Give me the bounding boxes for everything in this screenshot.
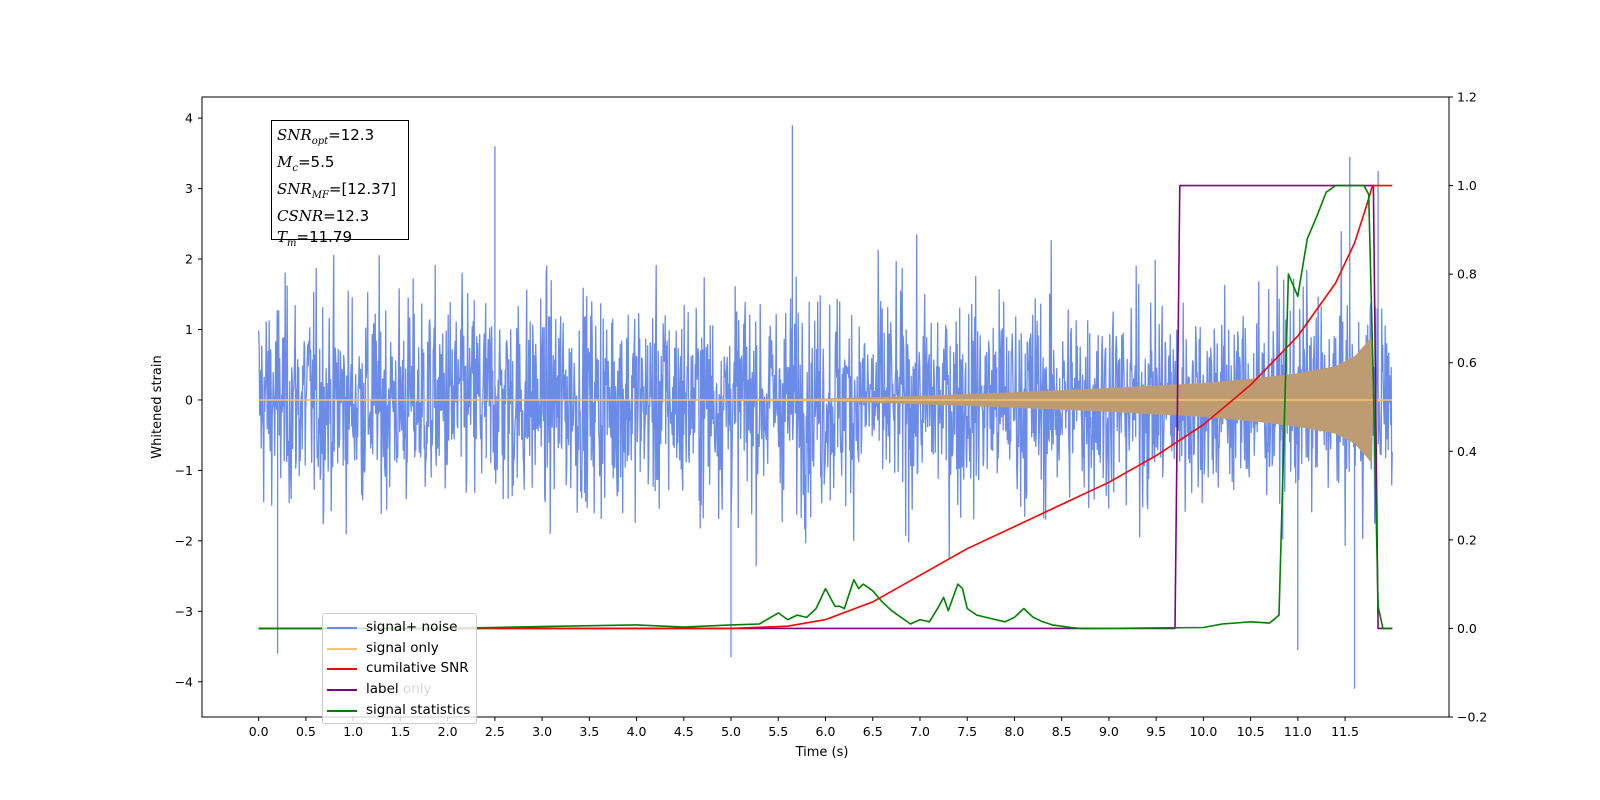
series-label xyxy=(258,184,1393,630)
series-cumulative-snr xyxy=(258,184,1393,630)
x-tick-label: 7.5 xyxy=(957,724,977,739)
x-tick-label: 3.5 xyxy=(579,724,599,739)
y2-tick-label: 0.4 xyxy=(1457,444,1477,459)
y2-tick-label: 1.0 xyxy=(1457,178,1477,193)
x-tick-label: 0.5 xyxy=(296,724,316,739)
y2-tick-label: 0.8 xyxy=(1457,267,1477,282)
x-tick-label: 11.0 xyxy=(1284,724,1312,739)
annotation-mc: Mc=5.5 xyxy=(277,153,335,174)
legend-swatch-signal-only xyxy=(327,647,357,650)
y-axis-label: Whitened strain xyxy=(150,355,165,458)
x-tick-label: 11.5 xyxy=(1331,724,1359,739)
x-tick-label: 9.0 xyxy=(1099,724,1119,739)
legend-label-signal-only: signal only xyxy=(366,639,439,656)
legend-item-signal-noise: signal+ noise xyxy=(323,617,476,638)
legend-item-cumulative-snr: cumilative SNR xyxy=(323,658,476,679)
y-tick-label: −1 xyxy=(175,463,193,478)
plot-area xyxy=(258,125,1393,689)
annotation-snr-opt: SNRopt=12.3 xyxy=(277,126,375,147)
x-axis-label: Time (s) xyxy=(795,745,849,760)
x-tick-label: 10.0 xyxy=(1189,724,1217,739)
x-tick-label: 3.0 xyxy=(532,724,552,739)
x-tick-label: 6.5 xyxy=(863,724,883,739)
y-tick-label: 2 xyxy=(185,252,193,267)
x-tick-label: 1.5 xyxy=(390,724,410,739)
x-axis: 0.0 0.5 1.0 1.5 2.0 2.5 3.0 3.5 4.0 4.5 5.0 5.5 6.0 6… xyxy=(249,717,1359,739)
legend-label-signal-statistics: signal statistics xyxy=(366,701,471,718)
annotation-snr-mf: SNRMF=[12.37] xyxy=(277,180,397,201)
x-tick-label: 5.0 xyxy=(721,724,741,739)
legend-label-label: label only xyxy=(366,681,432,698)
x-tick-label: 4.0 xyxy=(627,724,647,739)
y2-tick-label: −0.2 xyxy=(1457,710,1487,725)
x-tick-label: 1.0 xyxy=(343,724,363,739)
x-tick-label: 2.5 xyxy=(485,724,505,739)
y2-tick-label: 0.2 xyxy=(1457,532,1477,547)
y-tick-label: 3 xyxy=(185,181,193,196)
x-tick-label: 9.5 xyxy=(1146,724,1166,739)
legend-item-signal-statistics: signal statistics xyxy=(323,700,476,721)
legend-swatch-cumulative-snr xyxy=(327,668,357,671)
series-signal-statistics xyxy=(258,184,1393,630)
series-signal-noise xyxy=(258,125,1393,689)
legend-swatch-signal-statistics xyxy=(327,709,357,712)
x-tick-label: 0.0 xyxy=(249,724,269,739)
x-tick-label: 4.5 xyxy=(674,724,694,739)
x-tick-label: 8.5 xyxy=(1052,724,1072,739)
legend-ghost-text: only xyxy=(398,681,432,698)
y-axis-left: 4 3 2 1 0 −1 −2 −3 −4 xyxy=(175,111,202,689)
y-tick-label: −3 xyxy=(175,604,193,619)
x-tick-label: 10.5 xyxy=(1237,724,1265,739)
y-axis-right: 1.2 1.0 0.8 0.6 0.4 0.2 0.0 −0.2 xyxy=(1449,90,1487,725)
x-tick-label: 2.0 xyxy=(438,724,458,739)
y-tick-label: −4 xyxy=(175,674,193,689)
legend-swatch-label xyxy=(327,689,357,692)
legend-item-signal-only: signal only xyxy=(323,638,476,659)
legend-label-cumulative-snr: cumilative SNR xyxy=(366,660,469,677)
x-tick-label: 6.0 xyxy=(816,724,836,739)
annotation-tm: Tm=11.79 xyxy=(277,228,353,249)
y2-tick-label: 0.0 xyxy=(1457,621,1477,636)
y-tick-label: −2 xyxy=(175,533,193,548)
y-tick-label: 0 xyxy=(185,392,193,407)
x-tick-label: 5.5 xyxy=(768,724,788,739)
y2-tick-label: 0.6 xyxy=(1457,355,1477,370)
legend-label-signal-noise: signal+ noise xyxy=(366,619,458,635)
legend-item-label: label only xyxy=(323,679,476,700)
legend: signal+ noise signal only cumilative SNR… xyxy=(322,613,477,724)
y2-tick-label: 1.2 xyxy=(1457,90,1477,105)
annotation-csnr: CSNR=12.3 xyxy=(277,207,370,225)
annotation-box: SNRopt=12.3 Mc=5.5 SNRMF=[12.37] CSNR=12… xyxy=(271,120,409,249)
y-tick-label: 1 xyxy=(185,322,193,337)
x-tick-label: 8.0 xyxy=(1004,724,1024,739)
x-tick-label: 7.0 xyxy=(910,724,930,739)
y-tick-label: 4 xyxy=(185,111,193,126)
legend-swatch-signal-noise xyxy=(327,627,357,629)
